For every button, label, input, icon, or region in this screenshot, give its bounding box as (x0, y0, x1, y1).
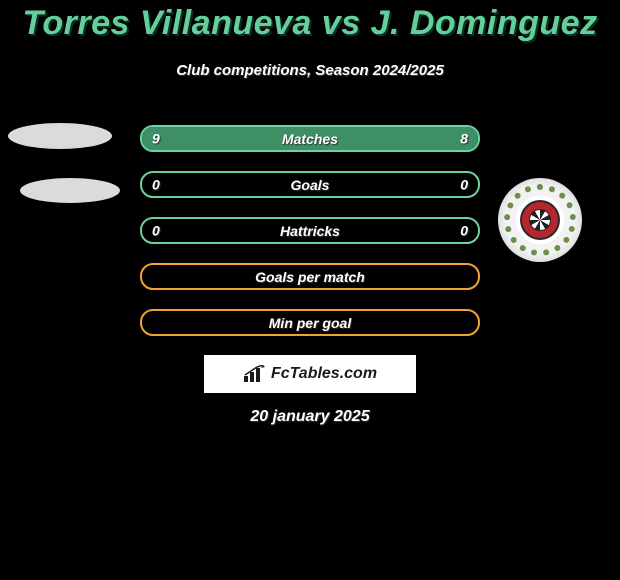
stat-bars: 9 Matches 8 0 Goals 0 0 Hattricks 0 Goals per mat… (140, 125, 480, 355)
stat-label: Goals per match (255, 269, 365, 285)
stat-row-goals: 0 Goals 0 (140, 171, 480, 198)
bar-chart-icon (243, 365, 267, 383)
watermark-text: FcTables.com (271, 365, 377, 383)
stat-row-matches: 9 Matches 8 (140, 125, 480, 152)
stat-label: Matches (282, 131, 338, 147)
page-title: Torres Villanueva vs J. Dominguez (0, 4, 620, 43)
stat-value-right: 0 (460, 222, 468, 238)
subtitle: Club competitions, Season 2024/2025 (0, 62, 620, 79)
stat-label: Goals (291, 177, 330, 193)
player-left-placeholder-2 (20, 178, 120, 203)
watermark-box: FcTables.com (204, 355, 416, 393)
club-badge-right (498, 178, 582, 262)
stat-row-hattricks: 0 Hattricks 0 (140, 217, 480, 244)
badge-center (516, 196, 564, 244)
player-left-placeholder-1 (8, 123, 112, 149)
stat-row-goals-per-match: Goals per match (140, 263, 480, 290)
stat-label: Min per goal (269, 315, 351, 331)
stat-value-right: 0 (460, 176, 468, 192)
root: Torres Villanueva vs J. Dominguez Club c… (0, 0, 620, 580)
stat-value-left: 0 (152, 176, 160, 192)
stat-value-right: 8 (460, 130, 468, 146)
stat-value-left: 9 (152, 130, 160, 146)
stat-row-min-per-goal: Min per goal (140, 309, 480, 336)
soccer-ball-icon (529, 209, 551, 231)
date-label: 20 january 2025 (0, 408, 620, 426)
stat-label: Hattricks (280, 223, 340, 239)
stat-value-left: 0 (152, 222, 160, 238)
